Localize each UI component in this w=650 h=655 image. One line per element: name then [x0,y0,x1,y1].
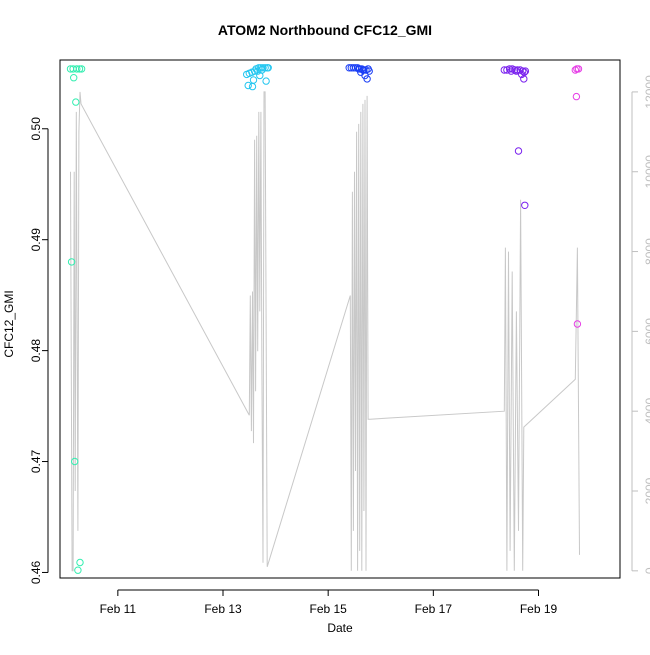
y-tick-label: 0.47 [29,449,43,473]
data-point [574,65,583,73]
data-point [511,66,519,74]
x-axis: Feb 11 Feb 13 Feb 15 Feb 17 Feb 19 [100,589,558,616]
y-right-tick-label: 6000 [643,318,650,345]
x-tick-label: Feb 19 [520,602,558,616]
data-point [573,320,582,328]
data-point [75,65,84,73]
y-right-tick-label: 12000 [643,75,650,109]
data-point [520,75,528,83]
data-point [500,66,508,74]
data-point [514,147,523,155]
points-layer [66,64,583,574]
plot-frame [59,59,621,579]
data-point [71,457,79,466]
data-point [244,81,252,90]
data-point [67,258,76,266]
data-point [518,70,526,79]
chart-title: ATOM2 Northbound CFC12_GMI [218,22,432,38]
x-tick-label: Feb 13 [204,602,242,616]
data-point [507,67,515,75]
data-point [249,76,258,84]
data-point [72,98,80,106]
altitude-line-layer [70,91,580,572]
y-axis-right: 0 2000 4000 6000 8000 10000 12000 [631,75,650,574]
y-axis-left: 0.46 0.47 0.48 0.49 0.50 [29,117,49,584]
y-right-tick-label: 10000 [643,155,650,189]
data-point [70,74,78,82]
y-tick-label: 0.50 [29,117,43,141]
y-right-tick-label: 4000 [643,398,650,425]
y-axis-label: CFC12_GMI [2,290,16,357]
data-point [262,77,270,85]
data-point [512,67,521,75]
data-point [258,66,266,74]
x-tick-label: Feb 17 [415,602,453,616]
data-point [363,75,371,83]
y-right-tick-label: 8000 [643,238,650,265]
y-right-tick-label: 0 [643,567,650,574]
y-right-tick-label: 2000 [643,477,650,504]
data-point [572,92,581,101]
data-point [73,65,81,73]
data-point [505,65,514,73]
y-tick-label: 0.46 [29,560,43,584]
data-point [571,66,579,74]
y-tick-label: 0.48 [29,339,43,363]
data-point [74,566,82,574]
x-axis-label: Date [327,621,353,635]
data-point [521,201,529,210]
altitude-line [70,91,580,572]
data-point [355,65,363,73]
x-tick-label: Feb 15 [309,602,347,616]
data-point [264,64,272,72]
data-point [248,82,257,91]
data-point [359,66,367,74]
y-tick-label: 0.49 [29,228,43,252]
data-point [76,558,84,567]
data-point [254,67,262,75]
data-point [77,65,86,73]
x-tick-label: Feb 11 [100,602,137,616]
